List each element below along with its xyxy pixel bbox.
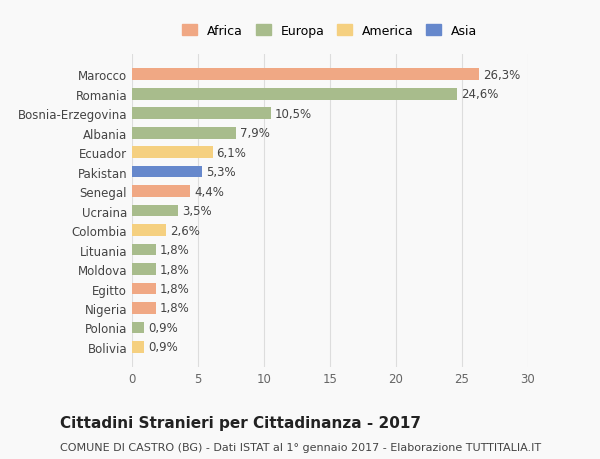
Bar [132,167,202,178]
Bar [132,244,156,256]
Text: COMUNE DI CASTRO (BG) - Dati ISTAT al 1° gennaio 2017 - Elaborazione TUTTITALIA.: COMUNE DI CASTRO (BG) - Dati ISTAT al 1°… [60,442,541,452]
Legend: Africa, Europa, America, Asia: Africa, Europa, America, Asia [179,21,481,41]
Bar [132,225,166,236]
Text: Cittadini Stranieri per Cittadinanza - 2017: Cittadini Stranieri per Cittadinanza - 2… [60,415,421,431]
Text: 1,8%: 1,8% [160,244,190,257]
Bar [132,341,144,353]
Bar [132,89,457,101]
Bar [132,283,156,295]
Text: 6,1%: 6,1% [217,146,247,159]
Text: 0,9%: 0,9% [148,321,178,334]
Text: 2,6%: 2,6% [170,224,200,237]
Bar [132,322,144,334]
Text: 26,3%: 26,3% [483,68,520,82]
Text: 24,6%: 24,6% [461,88,498,101]
Text: 1,8%: 1,8% [160,263,190,276]
Bar [132,302,156,314]
Bar [132,205,178,217]
Text: 0,9%: 0,9% [148,341,178,354]
Text: 3,5%: 3,5% [182,205,212,218]
Text: 10,5%: 10,5% [275,107,311,120]
Bar [132,108,271,120]
Bar [132,263,156,275]
Text: 5,3%: 5,3% [206,166,236,179]
Text: 4,4%: 4,4% [194,185,224,198]
Bar [132,69,479,81]
Text: 1,8%: 1,8% [160,282,190,295]
Bar [132,186,190,197]
Bar [132,128,236,139]
Bar [132,147,212,159]
Text: 1,8%: 1,8% [160,302,190,315]
Text: 7,9%: 7,9% [240,127,270,140]
